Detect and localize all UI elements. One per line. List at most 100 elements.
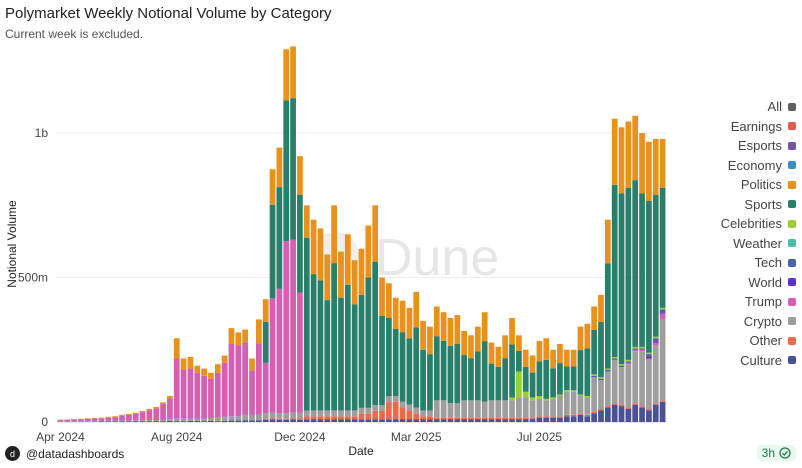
bar-segment-culture[interactable] <box>283 419 290 422</box>
bar-segment-trump[interactable] <box>255 343 262 415</box>
bar-segment-culture[interactable] <box>139 421 146 422</box>
bar-segment-politics[interactable] <box>132 412 139 414</box>
bar-segment-politics[interactable] <box>112 416 119 418</box>
bar-segment-sports[interactable] <box>481 341 488 402</box>
bar-segment-sports[interactable] <box>399 332 406 402</box>
bar-segment-other[interactable] <box>324 416 331 420</box>
bar-segment-trump[interactable] <box>290 239 296 413</box>
bar-segment-other[interactable] <box>331 416 338 420</box>
bar-segment-culture[interactable] <box>454 419 461 422</box>
bar-segment-celebrities[interactable] <box>536 396 543 399</box>
bar-segment-celebrities[interactable] <box>577 394 584 396</box>
bar-segment-politics[interactable] <box>454 315 461 344</box>
bar-segment-trump[interactable] <box>71 419 77 422</box>
bar-segment-crypto[interactable] <box>625 364 632 408</box>
bar-segment-trump[interactable] <box>659 313 666 320</box>
bar-segment-politics[interactable] <box>358 248 365 295</box>
bar-segment-culture[interactable] <box>276 419 283 422</box>
bar-segment-other[interactable] <box>338 416 344 420</box>
bar-segment-culture[interactable] <box>153 421 160 422</box>
bar-segment-other[interactable] <box>522 417 529 420</box>
bar-segment-crypto[interactable] <box>557 396 563 417</box>
legend-item-esports[interactable]: Esports <box>676 136 796 156</box>
bar-segment-politics[interactable] <box>290 46 296 99</box>
bar-segment-crypto[interactable] <box>495 400 502 418</box>
bar-segment-crypto[interactable] <box>632 351 639 404</box>
bar-segment-crypto[interactable] <box>468 400 474 418</box>
bar-segment-sports[interactable] <box>420 349 426 411</box>
author-handle[interactable]: @datadashboards <box>26 446 125 461</box>
bar-segment-politics[interactable] <box>84 418 91 419</box>
bar-segment-trump[interactable] <box>625 362 632 365</box>
bar-segment-other[interactable] <box>516 417 522 420</box>
bar-segment-other[interactable] <box>317 416 324 420</box>
bar-segment-politics[interactable] <box>386 283 392 318</box>
bar-segment-crypto[interactable] <box>550 398 556 417</box>
bar-segment-culture[interactable] <box>119 421 125 422</box>
bar-segment-politics[interactable] <box>420 320 426 350</box>
bar-segment-politics[interactable] <box>550 349 556 369</box>
bar-segment-crypto[interactable] <box>509 400 515 418</box>
bar-segment-trump[interactable] <box>194 372 201 419</box>
bar-segment-celebrities[interactable] <box>591 374 598 376</box>
bar-segment-other[interactable] <box>488 417 495 420</box>
bar-segment-other[interactable] <box>618 404 625 407</box>
bar-segment-crypto[interactable] <box>598 380 604 409</box>
bar-segment-culture[interactable] <box>372 419 379 422</box>
bar-segment-politics[interactable] <box>297 156 303 195</box>
bar-segment-sports[interactable] <box>577 350 584 395</box>
bar-segment-trump[interactable] <box>646 358 652 360</box>
bar-segment-other[interactable] <box>502 417 509 420</box>
bar-segment-sports[interactable] <box>563 366 570 391</box>
bar-segment-culture[interactable] <box>235 420 242 422</box>
bar-segment-politics[interactable] <box>303 205 310 238</box>
bar-segment-trump[interactable] <box>652 342 659 346</box>
bar-segment-culture[interactable] <box>386 419 392 422</box>
bar-segment-other[interactable] <box>529 417 536 420</box>
bar-segment-culture[interactable] <box>577 414 584 422</box>
bar-segment-sports[interactable] <box>433 336 440 401</box>
bar-segment-politics[interactable] <box>591 306 598 330</box>
bar-segment-tech[interactable] <box>625 361 632 363</box>
bar-segment-other[interactable] <box>433 417 440 420</box>
bar-segment-celebrities[interactable] <box>625 359 632 362</box>
bar-segment-culture[interactable] <box>105 421 112 422</box>
bar-segment-crypto[interactable] <box>358 407 365 414</box>
bar-segment-sports[interactable] <box>646 201 652 353</box>
bar-segment-trump[interactable] <box>262 362 269 414</box>
bar-segment-culture[interactable] <box>502 419 509 422</box>
bar-segment-other[interactable] <box>577 413 584 415</box>
bar-segment-politics[interactable] <box>474 326 481 352</box>
bar-segment-crypto[interactable] <box>249 414 255 421</box>
bar-segment-culture[interactable] <box>522 419 529 422</box>
bar-segment-politics[interactable] <box>536 341 543 362</box>
bar-segment-crypto[interactable] <box>160 419 166 422</box>
bar-segment-other[interactable] <box>468 417 474 420</box>
bar-segment-culture[interactable] <box>625 409 632 422</box>
bar-segment-culture[interactable] <box>570 416 577 422</box>
bar-segment-crypto[interactable] <box>235 416 242 421</box>
bar-segment-trump[interactable] <box>269 298 276 413</box>
bar-segment-celebrities[interactable] <box>639 346 645 349</box>
bar-segment-tech[interactable] <box>659 309 666 313</box>
bar-segment-sports[interactable] <box>317 280 324 411</box>
bar-segment-politics[interactable] <box>187 357 194 369</box>
bar-segment-politics[interactable] <box>249 358 255 371</box>
bar-segment-crypto[interactable] <box>228 416 235 421</box>
bar-segment-sports[interactable] <box>604 263 611 369</box>
bar-segment-crypto[interactable] <box>180 418 187 422</box>
bar-segment-crypto[interactable] <box>502 400 509 418</box>
bar-segment-sports[interactable] <box>495 366 502 401</box>
bar-segment-politics[interactable] <box>481 312 488 342</box>
bar-segment-sports[interactable] <box>338 297 344 411</box>
bar-segment-crypto[interactable] <box>112 420 119 422</box>
bar-segment-culture[interactable] <box>255 420 262 422</box>
bar-segment-politics[interactable] <box>584 323 591 349</box>
bar-segment-politics[interactable] <box>351 260 358 305</box>
bar-segment-other[interactable] <box>639 406 645 408</box>
bar-segment-politics[interactable] <box>522 349 529 367</box>
bar-segment-celebrities[interactable] <box>522 391 529 398</box>
bar-segment-politics[interactable] <box>201 368 207 376</box>
bar-segment-celebrities[interactable] <box>543 398 550 401</box>
bar-segment-culture[interactable] <box>146 421 153 422</box>
